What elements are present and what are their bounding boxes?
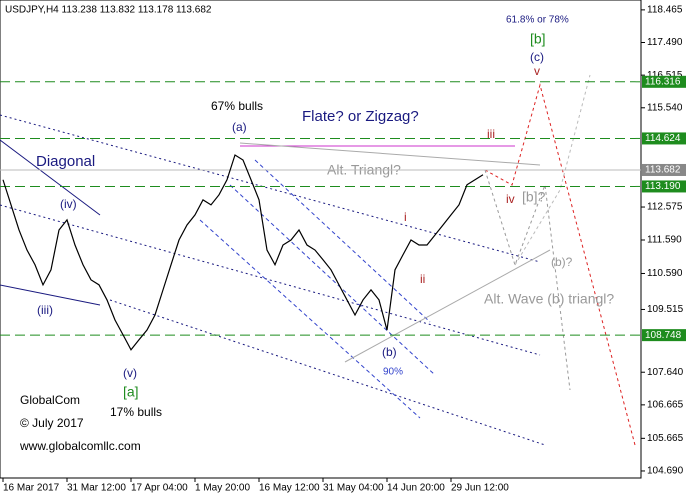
- plot-frame: [0, 0, 642, 479]
- annotation: (c): [530, 50, 544, 64]
- y-tick-label: 117.490: [647, 37, 683, 48]
- chart-title: USDJPY,H4 113.238 113.832 113.178 113.68…: [5, 5, 212, 16]
- projection-path: [484, 169, 571, 391]
- level-label: 113.190: [645, 181, 681, 192]
- level-label-box: [642, 180, 686, 193]
- annotation: Diagonal: [36, 153, 95, 170]
- annotation: [b]: [530, 31, 546, 47]
- y-tick-label: 115.540: [647, 102, 683, 113]
- annotation: Flate? or Zigzag?: [302, 108, 419, 125]
- channel-line: [199, 219, 421, 419]
- annotation: iii: [487, 127, 495, 141]
- annotation: (v): [123, 366, 137, 380]
- y-tick-label: 112.575: [647, 202, 683, 213]
- level-label: 108.748: [645, 330, 682, 341]
- last-price-label: 113.682: [645, 165, 681, 176]
- level-label: 114.624: [645, 133, 681, 144]
- annotation: 67% bulls: [211, 99, 263, 113]
- annotation: 61.8% or 78%: [506, 15, 569, 26]
- y-tick-label: 118.465: [647, 5, 683, 16]
- diagonal-line: [0, 139, 101, 216]
- y-tick-label: 116.515: [647, 70, 683, 81]
- x-tick-label: 17 Apr 04:00: [131, 483, 188, 494]
- y-tick-label: 109.515: [647, 304, 684, 315]
- level-label: 116.316: [645, 76, 681, 87]
- triangle-line: [239, 142, 541, 166]
- annotation: (b): [382, 345, 397, 359]
- x-tick-label: 16 Mar 2017: [3, 483, 60, 494]
- annotation: Alt. Wave (b) triangl?: [484, 291, 614, 307]
- x-tick-label: 31 Mar 12:00: [67, 483, 126, 494]
- annotation: 90%: [383, 367, 403, 378]
- y-tick-label: 110.590: [647, 268, 683, 279]
- x-tick-label: 16 May 12:00: [259, 483, 320, 494]
- annotation: © July 2017: [20, 416, 84, 430]
- projection-path: [484, 83, 636, 446]
- price-line: [2, 154, 484, 351]
- level-label-box: [642, 132, 686, 145]
- triangle-line: [344, 249, 551, 363]
- diagonal-line: [0, 284, 101, 306]
- x-tick-label: 31 May 04:00: [323, 483, 384, 494]
- channel-line: [254, 159, 431, 323]
- annotation: (b)?: [551, 255, 573, 269]
- annotation: (a): [232, 120, 247, 134]
- annotations: Diagonal (iv) (iii) (v) [a] 17% bulls Gl…: [19, 15, 614, 454]
- trend-lines: [0, 74, 636, 446]
- annotation: (iv): [60, 197, 77, 211]
- annotation: www.globalcomllc.com: [19, 439, 141, 453]
- x-tick-label: 14 Jun 20:00: [387, 483, 445, 494]
- y-tick-label: 105.665: [647, 433, 684, 444]
- annotation: (iii): [37, 303, 53, 317]
- level-label-box: [642, 75, 686, 88]
- y-tick-label: 107.640: [647, 367, 684, 378]
- annotation: 17% bulls: [110, 405, 162, 419]
- annotation: [a]: [123, 384, 139, 400]
- x-tick-label: 1 May 20:00: [195, 483, 250, 494]
- channel-line: [0, 204, 541, 356]
- annotation: GlobalCom: [20, 393, 80, 407]
- channel-line: [0, 114, 541, 263]
- annotation: [b]?: [522, 189, 546, 205]
- y-tick-label: 111.590: [647, 235, 682, 246]
- channel-line: [229, 184, 436, 376]
- last-price-box: [642, 163, 686, 176]
- channel-line: [109, 299, 546, 446]
- level-label-box: [642, 329, 686, 342]
- y-tick-label: 104.690: [647, 466, 684, 477]
- annotation: ii: [420, 272, 425, 286]
- annotation: v: [534, 64, 540, 78]
- x-tick-label: 29 Jun 12:00: [451, 483, 509, 494]
- annotation: iv: [506, 192, 515, 206]
- y-tick-label: 106.665: [647, 400, 684, 411]
- annotation: i: [404, 210, 407, 224]
